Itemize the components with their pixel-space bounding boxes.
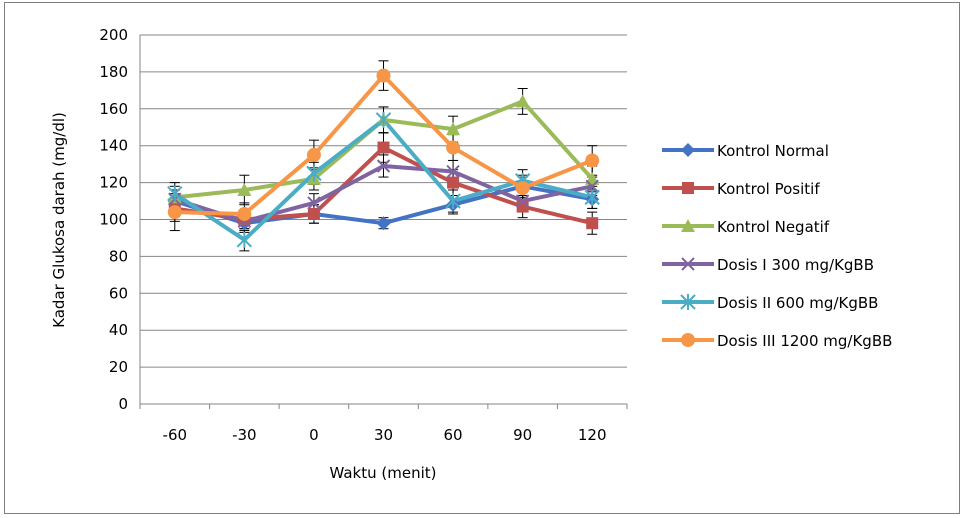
data-point [447,177,459,189]
legend-label: Dosis I 300 mg/KgBB [717,256,874,274]
x-tick-label: -60 [163,426,188,444]
data-point [308,208,320,220]
x-tick-label: 0 [309,426,319,444]
x-axis-title: Waktu (menit) [329,464,436,482]
data-point [307,148,321,162]
y-tick-label: 160 [99,100,128,118]
legend-marker [681,333,695,347]
legend-marker [682,182,694,194]
data-point [585,153,599,167]
data-point [168,205,182,219]
x-tick-label: 30 [374,426,393,444]
data-point [516,94,530,107]
legend-label: Kontrol Positif [717,180,820,198]
data-point [378,142,390,154]
data-point [586,217,598,229]
legend-label: Kontrol Negatif [717,218,830,236]
data-point [237,232,251,248]
legend-item: Dosis III 1200 mg/KgBB [662,332,892,350]
y-tick-label: 60 [109,284,128,302]
legend-item: Dosis II 600 mg/KgBB [662,294,878,312]
y-tick-label: 200 [99,26,128,44]
legend-marker [681,143,695,157]
legend-label: Kontrol Normal [717,142,829,160]
x-tick-label: 60 [444,426,463,444]
x-tick-label: 120 [578,426,607,444]
x-tick-label: -30 [232,426,257,444]
y-tick-label: 20 [109,358,128,376]
legend-item: Kontrol Negatif [662,218,830,236]
y-axis-title: Kadar Glukosa darah (mg/dl) [50,112,68,328]
data-point [237,207,251,221]
x-tick-labels: -60 -30 0 30 60 90 120 [163,426,607,444]
x-tick-label: 90 [513,426,532,444]
legend-label: Dosis II 600 mg/KgBB [717,294,878,312]
data-point [446,141,460,155]
legend-label: Dosis III 1200 mg/KgBB [717,332,892,350]
data-point [516,181,530,195]
y-tick-label: 100 [99,211,128,229]
legend: Kontrol Normal Kontrol Positif Kontrol Neg… [662,142,892,350]
y-tick-label: 0 [118,395,128,413]
y-tick-label: 180 [99,63,128,81]
legend-item: Kontrol Normal [662,142,829,160]
y-tick-label: 140 [99,137,128,155]
legend-item: Dosis I 300 mg/KgBB [662,256,874,274]
data-point [377,216,391,230]
y-tick-label: 40 [109,321,128,339]
legend-item: Kontrol Positif [662,180,820,198]
y-tick-label: 120 [99,174,128,192]
y-tick-labels: 0 20 40 60 80 100 120 140 160 180 200 [99,26,128,413]
y-tick-label: 80 [109,247,128,265]
data-point [377,69,391,83]
